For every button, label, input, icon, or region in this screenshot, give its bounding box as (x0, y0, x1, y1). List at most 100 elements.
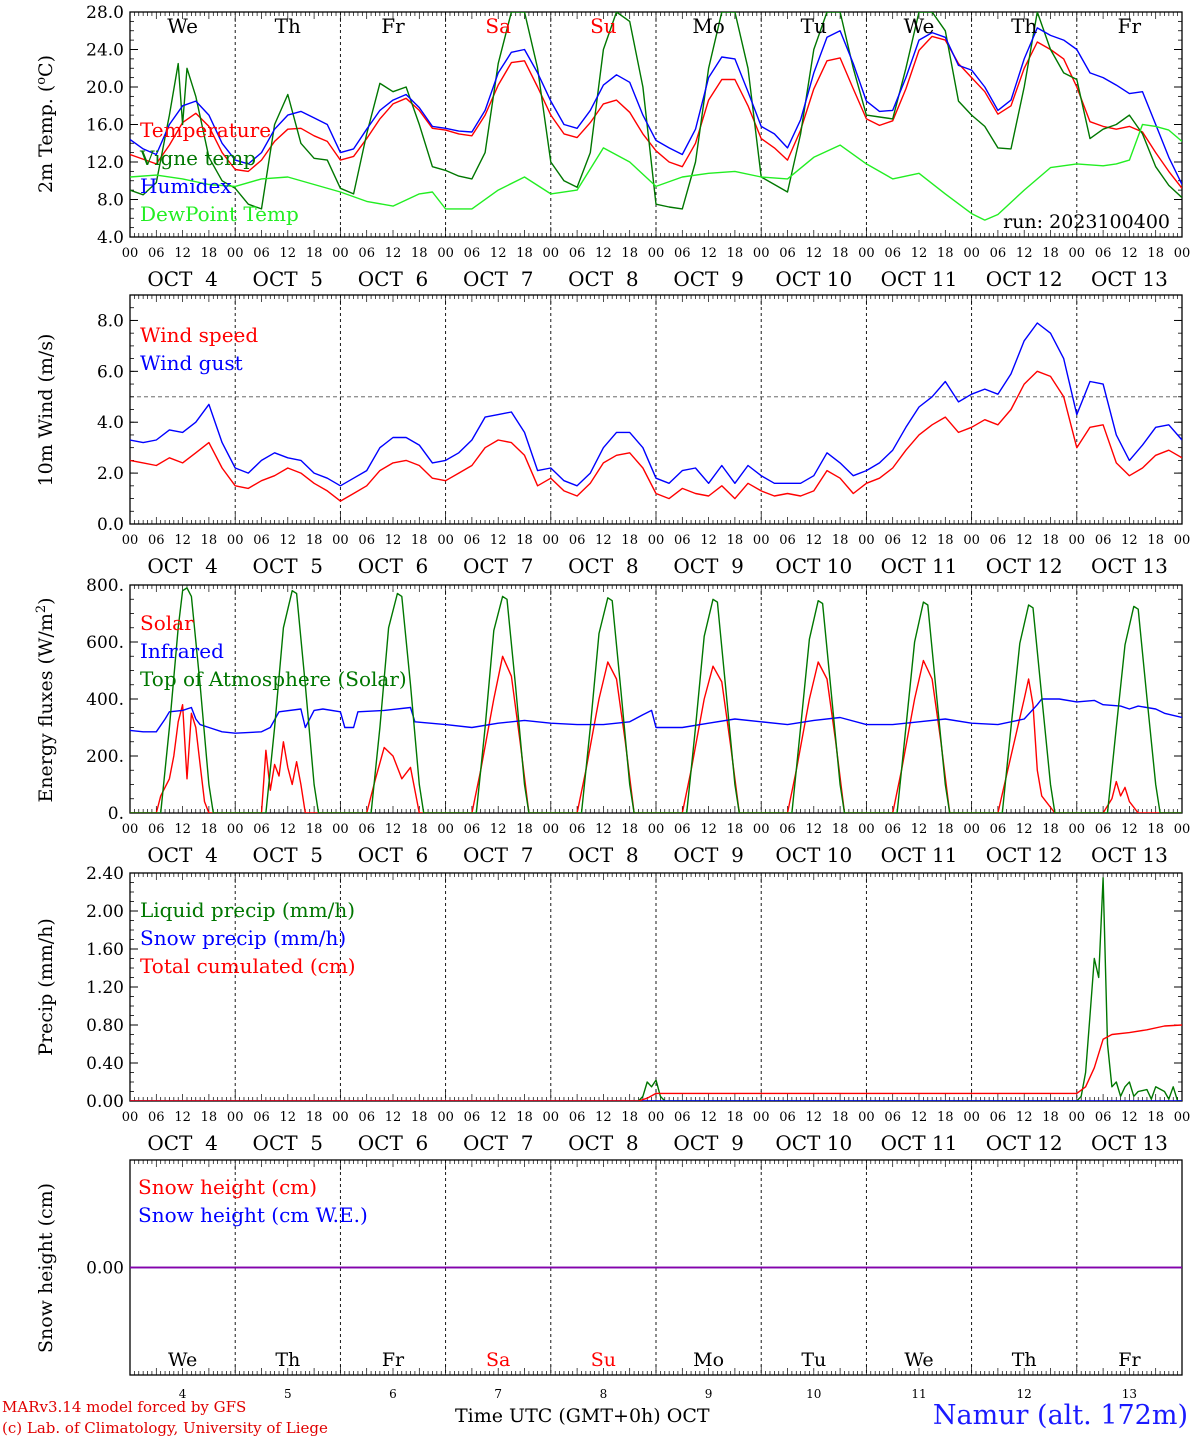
hour-label: 18 (1147, 822, 1164, 837)
hour-label: 12 (280, 822, 297, 837)
date-label: OCT 10 (775, 843, 852, 867)
hour-label: 06 (464, 822, 481, 837)
hour-label: 18 (516, 246, 533, 261)
date-label: OCT 13 (1091, 843, 1168, 867)
day-number: 5 (284, 1387, 292, 1401)
run-label: run: 2023100400 (1003, 211, 1170, 233)
hour-label: 12 (911, 822, 928, 837)
hour-label: 00 (648, 533, 665, 548)
hour-label: 18 (832, 533, 849, 548)
series-total-cumulated-cm (130, 1024, 1182, 1101)
hour-label: 00 (122, 246, 139, 261)
y-axis-label: Snow height (cm) (35, 1183, 57, 1353)
series-humidex (130, 27, 1182, 185)
hour-label: 18 (201, 1110, 218, 1125)
hour-label: 18 (727, 1110, 744, 1125)
hour-label: 00 (437, 533, 454, 548)
day-number: 11 (911, 1387, 926, 1401)
y-tick-label: 400. (86, 690, 124, 710)
y-tick-label: 12.0 (86, 153, 124, 173)
hour-label: 12 (595, 822, 612, 837)
y-tick-label: 24.0 (86, 41, 124, 61)
hour-label: 00 (227, 533, 244, 548)
hour-label: 00 (1069, 822, 1086, 837)
hour-label: 06 (884, 246, 901, 261)
hour-label: 06 (990, 533, 1007, 548)
hour-label: 12 (1121, 246, 1138, 261)
dow-label: Th (275, 14, 301, 38)
hour-label: 18 (306, 533, 323, 548)
y-axis-label: Energy fluxes (W/m2) (34, 597, 57, 802)
day-number: 7 (494, 1387, 502, 1401)
hour-label: 00 (963, 1110, 980, 1125)
hour-label: 06 (779, 246, 796, 261)
hour-label: 06 (674, 246, 691, 261)
date-label: OCT 10 (775, 267, 852, 291)
series-group (130, 322, 1182, 502)
station-name: Namur (alt. 172m) (932, 1400, 1188, 1431)
hour-label: 00 (332, 822, 349, 837)
hour-label: 12 (911, 533, 928, 548)
date-label: OCT 6 (358, 843, 428, 867)
hour-label: 18 (1147, 533, 1164, 548)
hour-label: 18 (937, 1110, 954, 1125)
y-tick-label: 1.20 (86, 978, 124, 998)
date-label: OCT 13 (1091, 554, 1168, 578)
hour-label: 18 (516, 533, 533, 548)
day-number: 10 (806, 1387, 821, 1401)
hour-label: 12 (911, 246, 928, 261)
panel-snow: 0.00 Snow height (cm) Snow height (cm) Snow… (35, 1159, 1183, 1401)
y-tick-label: 0.80 (86, 1016, 124, 1036)
legend-entry: Liquid precip (mm/h) (140, 898, 355, 922)
date-label: OCT 10 (775, 1131, 852, 1155)
day-number: 12 (1017, 1387, 1032, 1401)
dow-label: We (167, 14, 198, 38)
hour-label: 12 (1016, 822, 1033, 837)
hour-label: 06 (569, 533, 586, 548)
hour-label: 00 (332, 246, 349, 261)
hour-label: 06 (990, 822, 1007, 837)
hour-label: 06 (779, 533, 796, 548)
hour-label: 12 (806, 533, 823, 548)
hour-label: 06 (464, 246, 481, 261)
date-label: OCT 9 (673, 843, 743, 867)
hour-label: 06 (1095, 533, 1112, 548)
series-top-of-atmosphere-solar (130, 587, 1182, 813)
hour-label: 00 (858, 822, 875, 837)
day-number: 13 (1122, 1387, 1137, 1401)
hour-label: 00 (122, 533, 139, 548)
hour-label: 00 (753, 822, 770, 837)
hour-label: 06 (253, 822, 270, 837)
date-label: OCT 6 (358, 1131, 428, 1155)
dow-label: Th (275, 1349, 300, 1371)
date-label: OCT 8 (568, 267, 638, 291)
hour-label: 18 (832, 822, 849, 837)
hour-label: 00 (227, 246, 244, 261)
series-vigne-temp (130, 12, 1182, 210)
hour-label: 00 (543, 533, 560, 548)
hour-label: 18 (937, 822, 954, 837)
day-number: 8 (600, 1387, 608, 1401)
hour-label: 00 (858, 246, 875, 261)
hour-label: 06 (779, 822, 796, 837)
hour-label: 18 (621, 822, 638, 837)
hour-label: 06 (1095, 1110, 1112, 1125)
y-tick-label: 0.40 (86, 1054, 124, 1074)
series-group (130, 877, 1182, 1101)
legend-entry: Temperature (140, 118, 271, 142)
day-number: 6 (389, 1387, 397, 1401)
dow-label: We (904, 1349, 933, 1371)
hour-label: 12 (174, 1110, 191, 1125)
y-tick-label: 600. (86, 633, 124, 653)
hour-label: 00 (753, 533, 770, 548)
y-axis-label: Precip (mm/h) (35, 918, 57, 1056)
legend-entry: Solar (140, 611, 194, 635)
hour-label: 00 (122, 822, 139, 837)
y-tick-label: 0. (108, 804, 124, 824)
y-axis-label: 2m Temp. (oC) (34, 55, 57, 193)
hour-label: 18 (201, 533, 218, 548)
dow-label: Th (1012, 1349, 1037, 1371)
y-tick-label: 4.0 (97, 413, 124, 433)
hour-label: 18 (411, 246, 428, 261)
